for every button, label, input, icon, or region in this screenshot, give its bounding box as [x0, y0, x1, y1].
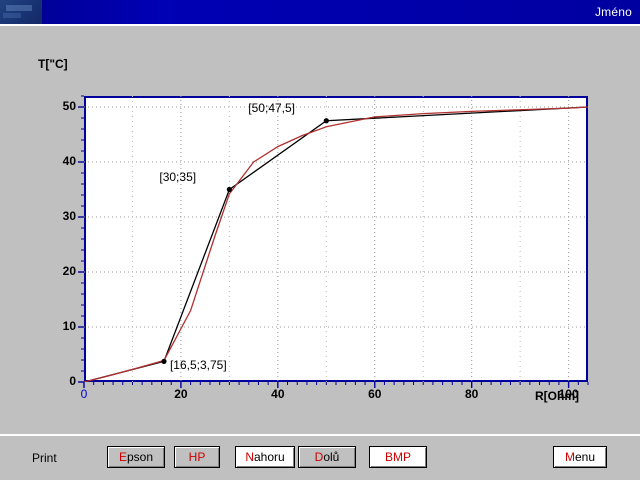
- y-axis-tick-label: 30: [62, 209, 76, 223]
- y-axis-tick-label: 50: [62, 99, 76, 113]
- toolbar-button-menu[interactable]: Menu: [553, 446, 607, 468]
- x-axis-tick-label: 40: [271, 387, 285, 401]
- y-axis-tick-label: 20: [62, 264, 76, 278]
- x-axis-tick-label: 0: [80, 387, 88, 401]
- button-label-accent: E: [118, 450, 127, 464]
- x-axis-tick-label: 80: [465, 387, 479, 401]
- button-label-accent: N: [245, 450, 254, 464]
- toolbar-button-dolu[interactable]: Dolů: [298, 446, 356, 468]
- data-point-annotation: [50;47,5]: [248, 100, 296, 115]
- series-reference-curve: [84, 106, 588, 382]
- y-axis-tick-label: 0: [69, 374, 76, 388]
- button-label: BMP: [384, 450, 411, 464]
- button-label-accent: D: [314, 450, 324, 464]
- window-icon-glint-secondary: [3, 13, 21, 18]
- button-label-rest: pson: [126, 450, 154, 464]
- gridlines: [84, 96, 588, 382]
- window-icon-glint: [6, 5, 32, 11]
- button-label-rest: ahoru: [253, 450, 285, 464]
- button-label: HP: [188, 450, 206, 464]
- plot-frame: [84, 96, 588, 382]
- toolbar-button-bmp[interactable]: BMP: [369, 446, 427, 468]
- toolbar-button-nahoru[interactable]: Nahoru: [235, 446, 295, 468]
- x-axis-title: R[Ohm]: [535, 389, 579, 403]
- button-label-rest: enu: [574, 450, 596, 464]
- title-bar-underline: [0, 24, 640, 26]
- bottom-toolbar: Print Epson HP Nahoru Dolů BMP Menu: [0, 434, 640, 480]
- button-label-rest: olů: [323, 450, 340, 464]
- y-axis-tick-label: 10: [62, 319, 76, 333]
- data-point-marker: [161, 358, 167, 364]
- y-axis-title: T["C]: [38, 57, 68, 71]
- toolbar-button-hp[interactable]: HP: [174, 446, 220, 468]
- data-point-markers: [161, 118, 329, 364]
- series-layer: [84, 106, 588, 382]
- data-point-marker: [323, 118, 329, 124]
- plot-canvas: [84, 96, 588, 382]
- x-axis-tick-label: 60: [368, 387, 382, 401]
- toolbar-inner: Print Epson HP Nahoru Dolů BMP Menu: [4, 440, 636, 478]
- client-area: T["C] R[Ohm] 0 10 20 30 40 50 0 20 40 60 80 100 [1…: [0, 26, 640, 434]
- toolbar-button-epson[interactable]: Epson: [107, 446, 165, 468]
- x-axis-tick-label: 20: [174, 387, 188, 401]
- button-label-accent: M: [564, 450, 575, 464]
- chart: T["C] R[Ohm] 0 10 20 30 40 50 0 20 40 60 80 100 [1…: [0, 26, 640, 434]
- y-axis-tick-label: 40: [62, 154, 76, 168]
- x-axis-tick-label: 100: [558, 387, 579, 401]
- data-point-annotation: [16,5;3,75]: [169, 358, 227, 373]
- window-icon: [0, 0, 42, 24]
- series-calibration-points: [84, 106, 588, 382]
- window-title: Jméno: [594, 5, 632, 19]
- data-point-marker: [226, 186, 232, 193]
- print-label: Print: [32, 451, 57, 465]
- data-point-annotation: [30;35]: [159, 169, 197, 184]
- title-bar: Jméno: [0, 0, 640, 24]
